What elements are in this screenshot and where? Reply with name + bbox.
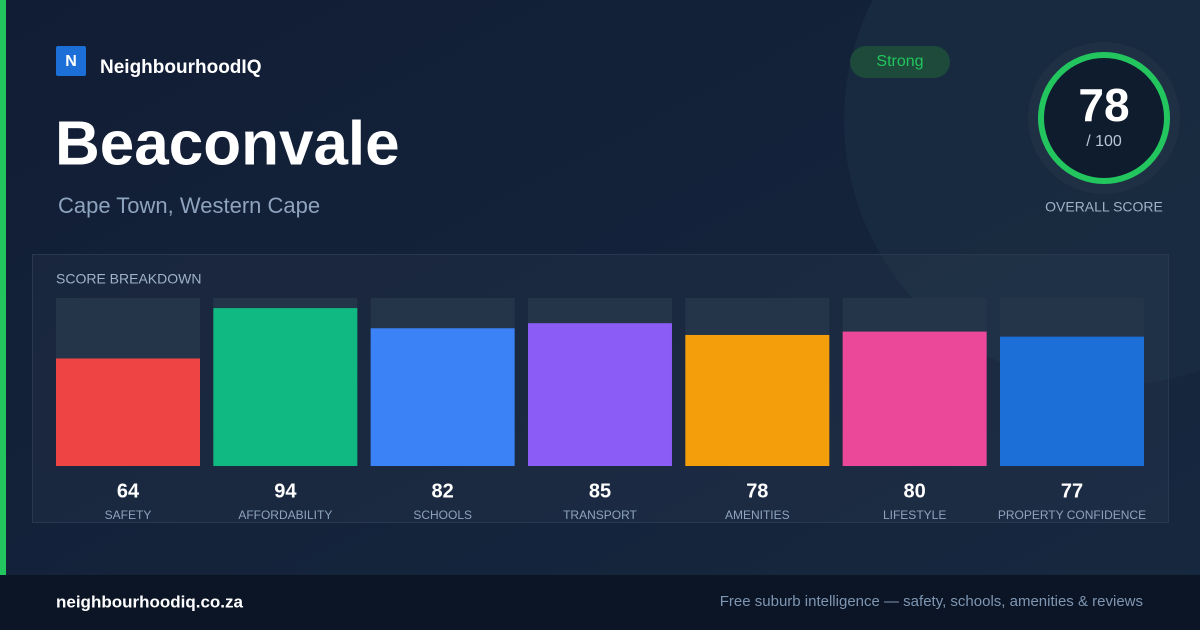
bar-label: LIFESTYLE [883, 508, 946, 522]
footer [0, 575, 1200, 630]
overall-max: / 100 [1086, 133, 1122, 150]
bar-label: AMENITIES [725, 508, 790, 522]
bar-value: 82 [432, 480, 454, 502]
logo [56, 46, 86, 76]
bar-label: SCHOOLS [413, 508, 472, 522]
breakdown-title: SCORE BREAKDOWN [56, 271, 201, 287]
bar-value: 80 [904, 480, 926, 502]
bar-label: TRANSPORT [563, 508, 637, 522]
bar-value: 77 [1061, 480, 1083, 502]
badge-text: Strong [876, 53, 923, 70]
suburb-name: Beaconvale [55, 109, 400, 178]
bar-label: PROPERTY CONFIDENCE [998, 508, 1146, 522]
bar [370, 328, 515, 466]
brand-name: NeighbourhoodIQ [100, 57, 261, 78]
bar [999, 336, 1144, 466]
overall-label: OVERALL SCORE [1045, 199, 1163, 215]
bar [685, 334, 830, 466]
suburb-location: Cape Town, Western Cape [58, 193, 320, 218]
breakdown-panel [32, 254, 1169, 523]
footer-url: neighbourhoodiq.co.za [56, 592, 244, 611]
bar-value: 94 [274, 480, 297, 502]
bar [842, 331, 987, 466]
bar-label: AFFORDABILITY [238, 508, 332, 522]
footer-tagline: Free suburb intelligence — safety, schoo… [720, 593, 1143, 610]
badge [850, 46, 950, 78]
gauge-ring [1038, 52, 1170, 184]
bar-label: SAFETY [105, 508, 152, 522]
overall-score: 78 [1078, 79, 1129, 131]
bar [213, 308, 358, 466]
bar-value: 64 [117, 480, 140, 502]
bar [56, 358, 200, 466]
logo-letter: N [65, 53, 77, 70]
bar-value: 85 [589, 480, 611, 502]
bar [527, 323, 672, 466]
accent-stripe [0, 0, 6, 575]
bar-value: 78 [746, 480, 768, 502]
